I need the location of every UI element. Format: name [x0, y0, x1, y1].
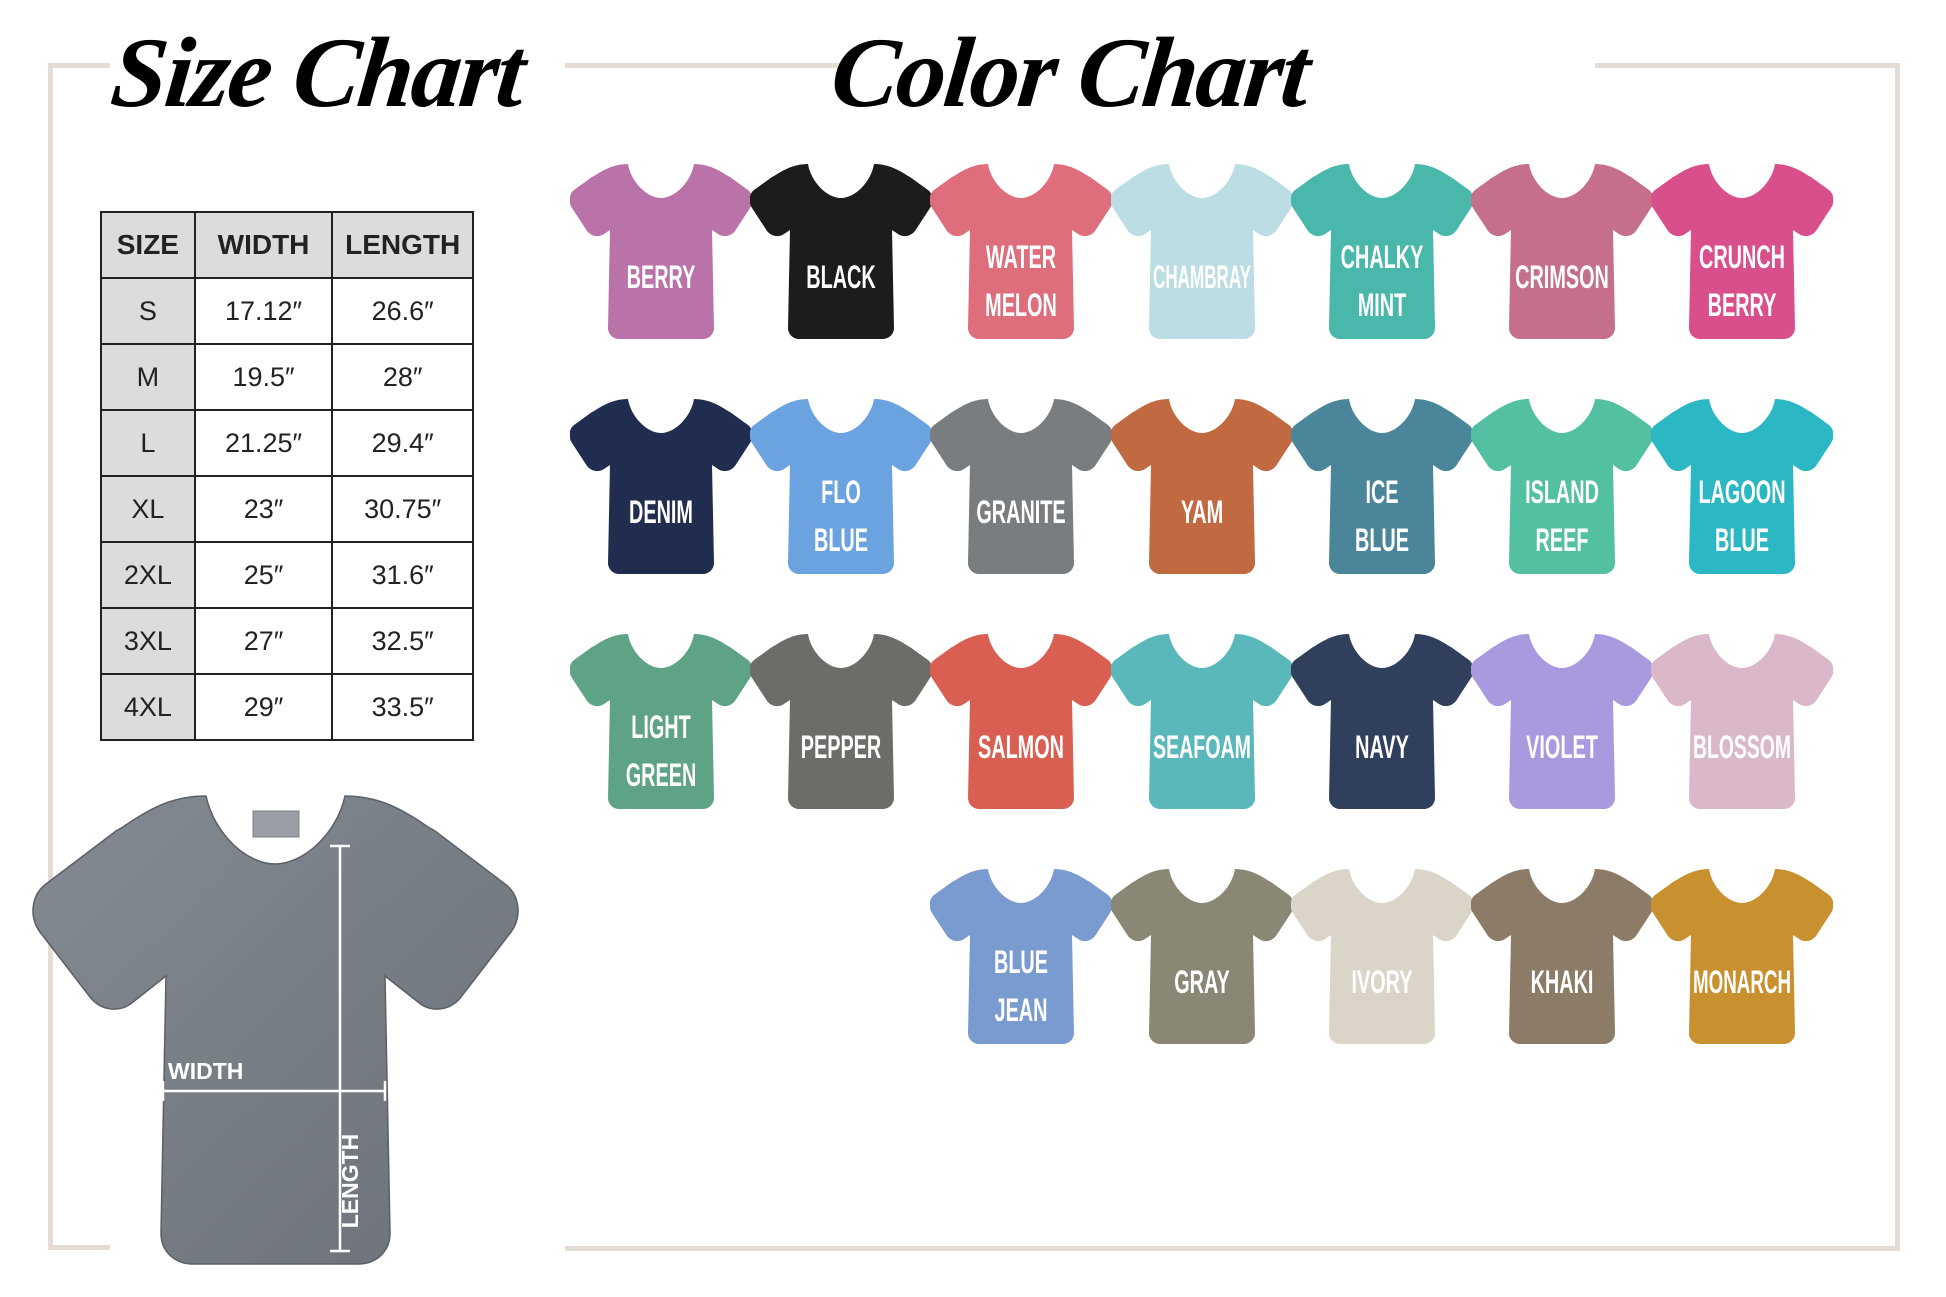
- svg-text:SEAFOAM: SEAFOAM: [1153, 729, 1251, 765]
- svg-text:MONARCH: MONARCH: [1693, 964, 1791, 1000]
- svg-text:Color Chart: Color Chart: [826, 17, 1318, 128]
- svg-text:LAGOON: LAGOON: [1699, 474, 1786, 510]
- svg-text:VIOLET: VIOLET: [1526, 729, 1598, 765]
- svg-text:GRAY: GRAY: [1174, 964, 1230, 1000]
- svg-text:PEPPER: PEPPER: [801, 729, 881, 765]
- svg-text:IVORY: IVORY: [1351, 964, 1412, 1000]
- svg-text:BERRY: BERRY: [1708, 287, 1777, 323]
- svg-text:NAVY: NAVY: [1355, 729, 1409, 765]
- svg-text:CRUNCH: CRUNCH: [1699, 239, 1785, 275]
- svg-text:REEF: REEF: [1536, 522, 1589, 558]
- svg-text:SALMON: SALMON: [978, 729, 1064, 765]
- svg-text:CHALKY: CHALKY: [1340, 239, 1423, 275]
- svg-text:WIDTH: WIDTH: [168, 1058, 243, 1084]
- svg-text:ICE: ICE: [1365, 474, 1398, 510]
- svg-text:BLACK: BLACK: [806, 259, 875, 295]
- svg-text:KHAKI: KHAKI: [1531, 964, 1594, 1000]
- svg-text:CRIMSON: CRIMSON: [1515, 259, 1609, 295]
- svg-text:GREEN: GREEN: [626, 757, 697, 793]
- svg-text:GRANITE: GRANITE: [977, 494, 1066, 530]
- svg-text:WATER: WATER: [986, 239, 1056, 275]
- svg-text:BLOSSOM: BLOSSOM: [1693, 729, 1791, 765]
- svg-text:LIGHT: LIGHT: [631, 709, 691, 745]
- svg-text:ISLAND: ISLAND: [1525, 474, 1599, 510]
- svg-text:CHAMBRAY: CHAMBRAY: [1153, 259, 1251, 295]
- svg-text:JEAN: JEAN: [995, 992, 1048, 1028]
- svg-text:YAM: YAM: [1180, 494, 1222, 530]
- svg-text:BLUE: BLUE: [1715, 522, 1769, 558]
- svg-text:Size Chart: Size Chart: [106, 17, 533, 128]
- svg-text:DENIM: DENIM: [629, 494, 693, 530]
- svg-text:BLUE: BLUE: [994, 944, 1048, 980]
- svg-text:MINT: MINT: [1358, 287, 1407, 323]
- svg-text:BERRY: BERRY: [627, 259, 696, 295]
- svg-text:FLO: FLO: [821, 474, 861, 510]
- svg-text:BLUE: BLUE: [1355, 522, 1409, 558]
- svg-text:LENGTH: LENGTH: [337, 1134, 363, 1229]
- svg-text:MELON: MELON: [986, 287, 1058, 323]
- svg-text:BLUE: BLUE: [814, 522, 868, 558]
